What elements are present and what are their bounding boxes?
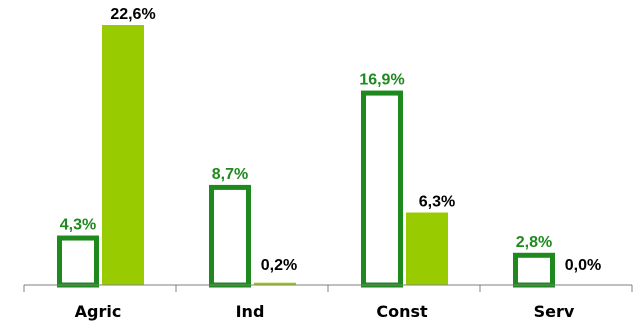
x-tick-label-const: Const (376, 302, 428, 321)
bar-series1-agric (57, 235, 99, 288)
bar-series1-ind (209, 184, 251, 288)
bar-series1-serv (513, 252, 555, 288)
x-tick-label-agric: Agric (75, 302, 122, 321)
x-axis (23, 284, 633, 292)
bar-series2-const (406, 212, 448, 285)
data-label-series1-ind: 8,7% (212, 166, 248, 183)
data-label-series1-agric: 4,3% (60, 217, 96, 234)
bar-series2-ind (254, 282, 296, 285)
data-label-series2-ind: 0,2% (261, 257, 297, 274)
data-label-series1-const: 16,9% (359, 72, 404, 89)
bar-series1-const (361, 90, 403, 288)
data-label-series1-serv: 2,8% (516, 234, 552, 251)
data-label-series2-serv: 0,0% (565, 257, 601, 274)
data-label-series2-agric: 22,6% (110, 6, 155, 23)
bar-series2-agric (102, 25, 144, 285)
x-tick-label-serv: Serv (534, 302, 575, 321)
data-labels-group: 4,3% 22,6% 8,7% 0,2% 16,9% 6,3% 2,8% 0,0% (60, 6, 601, 274)
data-label-series2-const: 6,3% (419, 194, 455, 211)
x-tick-label-ind: Ind (236, 302, 265, 321)
bars-group (57, 25, 555, 288)
x-tick-labels-group: Agric Ind Const Serv (75, 302, 575, 321)
